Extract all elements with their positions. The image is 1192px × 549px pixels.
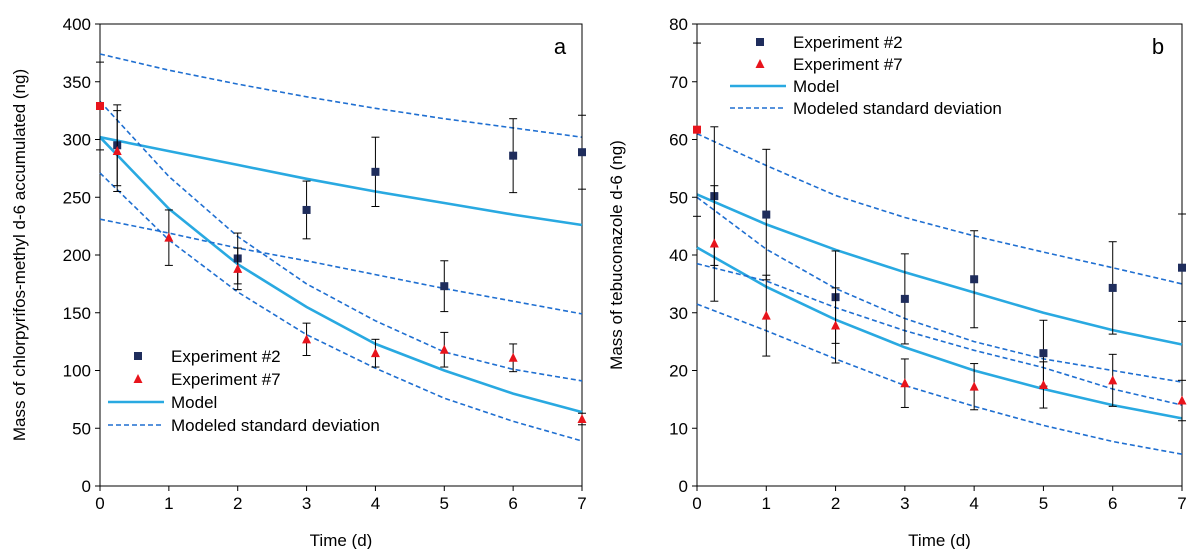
- panel-b-chart: 0 10 20 30 40 50 60 70 80 0 1 2 3 4 5 6 7 Time (d) Mass of…: [607, 15, 1187, 549]
- panel-a-point-triangle: [233, 263, 243, 273]
- panel-b-model-line: [696, 246, 1183, 420]
- panel-b-sd-line: [696, 262, 1183, 406]
- panel-a-model-line: [99, 135, 583, 227]
- panel-b-y-tick-label: 0: [679, 477, 688, 496]
- panel-a-model-line: [99, 136, 583, 414]
- panel-b-point-square: [1039, 349, 1048, 358]
- panel-a-point-square: [509, 151, 518, 160]
- panel-a-y-tick-label: 100: [63, 362, 91, 381]
- panel-b-panel-letter: b: [1152, 34, 1164, 59]
- panel-b-x-axis-title: Time (d): [908, 531, 971, 549]
- panel-b-point-triangle: [900, 378, 910, 388]
- panel-a-sd-line: [99, 172, 583, 442]
- panel-b-x-tick-label: 4: [969, 494, 978, 513]
- panel-a-panel-letter: a: [554, 34, 567, 59]
- panel-a-y-tick-label: 150: [63, 304, 91, 323]
- panel-a-x-tick-label: 2: [233, 494, 242, 513]
- panel-a-y-axis-title: Mass of chlorpyrifos-methyl d-6 accumula…: [10, 69, 29, 441]
- panel-b-y-tick-label: 30: [669, 304, 688, 323]
- panel-a-legend-label: Experiment #7: [171, 370, 281, 389]
- panel-a-point-triangle: [112, 146, 122, 156]
- panel-b-sd-line: [696, 132, 1183, 285]
- panel-b-point-triangle: [969, 381, 979, 391]
- panel-a-chart: 0 50 100 150 200 250 300 350 400 0 1 2 3 4 5 6 7 Time (d)…: [10, 15, 587, 549]
- panel-a-x-tick-label: 4: [371, 494, 380, 513]
- panel-a-point-triangle: [577, 414, 587, 424]
- panel-a-sd-line: [99, 100, 583, 382]
- panel-b-y-axis-title: Mass of tebuconazole d-6 (ng): [607, 140, 626, 370]
- panel-a-y-tick-label: 250: [63, 188, 91, 207]
- panel-b-x-tick-label: 1: [762, 494, 771, 513]
- panel-b-legend-label: Experiment #7: [793, 55, 903, 74]
- panel-b-y-tick-label: 20: [669, 362, 688, 381]
- panel-a-legend-label: Experiment #2: [171, 347, 281, 366]
- panel-b-point-triangle: [1177, 395, 1187, 405]
- panel-b-legend: Experiment #2 Experiment #7 Model Modeled s…: [730, 33, 1002, 118]
- panel-a-legend-swatch-square: [134, 352, 142, 360]
- panel-a-legend-swatch-triangle: [133, 374, 143, 383]
- panel-a-sd-line: [99, 53, 583, 138]
- panel-b-y-tick-label: 10: [669, 419, 688, 438]
- panel-b-y-tick-label: 40: [669, 246, 688, 265]
- panel-b-y-tick-label: 50: [669, 188, 688, 207]
- panel-a-point-square: [440, 282, 449, 291]
- panel-b-y-tick-label: 80: [669, 15, 688, 34]
- panel-a-point-triangle: [439, 344, 449, 354]
- panel-b-sd-line: [696, 196, 1183, 383]
- panel-b-plot-frame: [696, 23, 1183, 487]
- panel-a-x-axis-title: Time (d): [310, 531, 373, 549]
- panel-a-y-tick-label: 50: [72, 419, 91, 438]
- panel-b-point-triangle: [1038, 379, 1048, 389]
- panel-b-x-tick-label: 5: [1039, 494, 1048, 513]
- panel-a-point-triangle: [164, 232, 174, 242]
- panel-b-x-tick-label: 7: [1177, 494, 1186, 513]
- panel-a-legend-label: Model: [171, 393, 217, 412]
- panel-a-x-tick-label: 3: [302, 494, 311, 513]
- panel-b-x-tick-label: 0: [692, 494, 701, 513]
- panel-a-x-tick-label: 5: [440, 494, 449, 513]
- panel-a-sd-line: [99, 218, 583, 315]
- panel-b-legend-label: Experiment #2: [793, 33, 903, 52]
- panel-a-y-tick-label: 350: [63, 73, 91, 92]
- panel-b-y-tick-label: 70: [669, 73, 688, 92]
- panel-b-point-square: [1178, 263, 1186, 272]
- panel-a-legend: Experiment #2 Experiment #7 Model Modeled s…: [108, 347, 380, 435]
- panel-a-x-tick-label: 0: [95, 494, 104, 513]
- panel-b-point-square: [900, 294, 909, 303]
- panel-a-point-square: [96, 102, 104, 111]
- panel-a-point-square: [302, 205, 311, 214]
- panel-a-legend-label: Modeled standard deviation: [171, 416, 380, 435]
- panel-b-x-tick-label: 3: [900, 494, 909, 513]
- panel-b-legend-swatch-square: [756, 38, 764, 46]
- panel-b-y-tick-label: 60: [669, 131, 688, 150]
- panel-b-x-tick-label: 6: [1108, 494, 1117, 513]
- panel-b-legend-label: Modeled standard deviation: [793, 99, 1002, 118]
- panel-b-model-line: [696, 193, 1183, 346]
- panel-a-point-triangle: [370, 348, 380, 358]
- panel-b-point-triangle: [761, 310, 771, 320]
- panel-b-x-tick-label: 2: [831, 494, 840, 513]
- panel-a-point-square: [371, 167, 380, 176]
- panel-a-y-tick-label: 300: [63, 131, 91, 150]
- panel-a-y-tick-label: 0: [82, 477, 91, 496]
- panel-b-legend-label: Model: [793, 77, 839, 96]
- panel-a-x-tick-label: 7: [577, 494, 586, 513]
- panel-a-point-square: [578, 148, 586, 157]
- panel-b-point-square: [1108, 283, 1117, 292]
- panel-a-x-tick-label: 1: [164, 494, 173, 513]
- panel-a-point-triangle: [508, 352, 518, 362]
- panel-b-point-square: [693, 125, 701, 134]
- panel-b-point-triangle: [1108, 375, 1118, 385]
- panel-b-sd-line: [696, 303, 1183, 455]
- panel-b-point-square: [970, 275, 979, 284]
- panel-b-point-triangle: [709, 238, 719, 248]
- panel-b-point-triangle: [831, 320, 841, 330]
- panel-b-legend-swatch-triangle: [755, 59, 765, 68]
- panel-a-point-triangle: [302, 334, 312, 344]
- panel-a-x-tick-label: 6: [508, 494, 517, 513]
- panel-a-y-tick-label: 400: [63, 15, 91, 34]
- panel-a-y-tick-label: 200: [63, 246, 91, 265]
- panel-b-point-square: [762, 210, 771, 219]
